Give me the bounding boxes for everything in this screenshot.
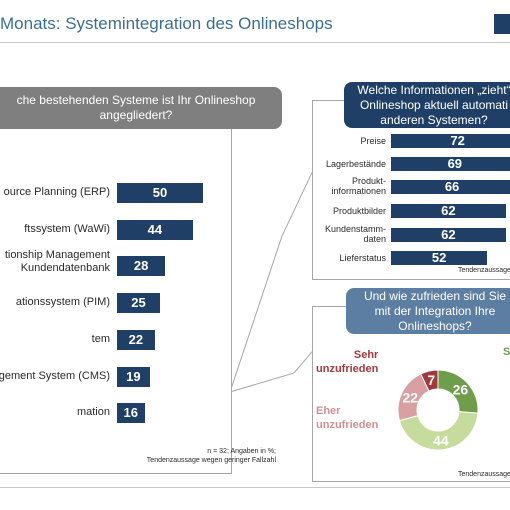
eher-label-line-1: Eher xyxy=(316,405,341,417)
title-divider xyxy=(0,42,510,43)
right-top-footnote: Tendenzaussage xyxy=(458,267,510,274)
right-bar-value: 62 xyxy=(441,227,456,242)
left-bar-label-line: mation xyxy=(76,406,110,418)
left-question-text: che bestehenden Systeme ist Ihr Onlinesh… xyxy=(16,93,256,122)
right-bar: 62 xyxy=(391,204,506,218)
right-bar-label-line: Lagerbestände xyxy=(325,159,386,169)
right-bar-label: Preise xyxy=(360,136,386,146)
logo-icon xyxy=(494,14,510,34)
left-bar: 19 xyxy=(117,367,150,387)
right-bar-value: 52 xyxy=(431,250,447,265)
left-bar: 16 xyxy=(117,403,145,423)
left-bar-value: 28 xyxy=(133,258,149,273)
left-bar-label: mation xyxy=(77,406,110,419)
right-bottom-footnote: Tendenzaussage xyxy=(458,471,510,478)
right-bottom-question-line-2: mit der Integration Ihre xyxy=(374,304,496,318)
right-bottom-question-bubble: Und wie zufrieden sind Sie mit der Integ… xyxy=(346,288,510,334)
left-bar: 25 xyxy=(117,293,160,313)
right-bar-label-line: Produktbilder xyxy=(332,206,386,216)
right-bar-value: 69 xyxy=(447,156,463,171)
left-footnote-line-2: Tendenzaussage wegen geringer Fallzahl xyxy=(146,457,276,464)
eher-unzufrieden-label: Eher unzufrieden xyxy=(316,404,378,432)
right-bar-value: 62 xyxy=(441,203,456,218)
right-bar-label: Kundenstamm-daten xyxy=(325,224,386,244)
right-bar: 72 xyxy=(391,134,510,148)
donut-slice-value: 22 xyxy=(402,389,418,405)
left-bar-label-line: gement System (CMS) xyxy=(0,370,110,382)
right-bar: 62 xyxy=(391,228,506,242)
left-bar-label: ationssystem (PIM) xyxy=(16,296,110,309)
sehr-unzufrieden-label: Sehr unzufrieden xyxy=(316,348,378,376)
right-bar: 66 xyxy=(391,180,510,194)
left-question-bubble: che bestehenden Systeme ist Ihr Onlinesh… xyxy=(0,87,282,129)
right-bar-value: 66 xyxy=(444,179,460,194)
right-bottom-question-line-1: Und wie zufrieden sind Sie xyxy=(363,289,507,303)
eher-label-line-2: unzufrieden xyxy=(316,419,379,431)
right-bar-label: Lagerbestände xyxy=(326,159,386,169)
right-bar-label-line: daten xyxy=(363,234,386,244)
right-bar-label-line: Produkt- xyxy=(351,176,386,186)
left-bar-value: 25 xyxy=(131,295,146,310)
right-bar: 69 xyxy=(391,157,510,171)
right-top-question-line-2: Onlineshop aktuell automati xyxy=(359,98,509,112)
left-bar: 28 xyxy=(117,256,166,276)
donut-slice-value: 7 xyxy=(427,372,435,388)
left-bar-label: gement System (CMS) xyxy=(0,370,110,383)
left-bar-label: ftssystem (WaWi) xyxy=(24,223,110,236)
left-bar-value: 50 xyxy=(152,185,168,200)
right-top-question-line-3: anderen Systemen? xyxy=(380,113,488,127)
bottom-divider xyxy=(0,487,510,488)
left-bar-label-line: Kundendatenbank xyxy=(20,262,110,274)
left-bar-label-line: ource Planning (ERP) xyxy=(3,186,110,198)
left-bar-label: tem xyxy=(92,333,110,346)
right-bar-label-line: Kundenstamm- xyxy=(324,224,386,234)
right-bar-label: Lieferstatus xyxy=(339,253,386,263)
left-bar: 44 xyxy=(117,220,193,240)
right-bar-label: Produktbilder xyxy=(333,206,386,216)
donut-slice-value: 44 xyxy=(433,432,449,448)
left-bar-value: 16 xyxy=(123,405,138,420)
left-chart-panel xyxy=(0,100,232,474)
left-bar-label-line: ationssystem (PIM) xyxy=(15,296,110,308)
right-bar-label-line: Preise xyxy=(360,136,386,146)
right-bar-label-line: Lieferstatus xyxy=(339,253,386,263)
left-bar: 50 xyxy=(117,183,203,203)
left-bar: 22 xyxy=(117,330,155,350)
right-bottom-question-line-3: Onlineshops? xyxy=(398,319,472,333)
page-title: Monats: Systemintegration des Onlineshop… xyxy=(0,14,333,33)
left-bar-value: 22 xyxy=(128,332,144,347)
left-bar-label: tionship Management Kundendatenbank xyxy=(5,249,110,275)
left-bar-value: 44 xyxy=(147,222,163,237)
sehr-label-line-1: Sehr xyxy=(353,349,379,361)
cut-label-s: S xyxy=(503,346,510,358)
right-top-question-bubble: Welche Informationen „zieht“ Onlineshop … xyxy=(344,82,510,128)
right-bar-label-line: informationen xyxy=(331,186,386,196)
left-footnote-line-1: n = 32; Angaben in %; xyxy=(207,448,276,455)
right-bar: 52 xyxy=(391,250,488,265)
donut-slice xyxy=(398,411,479,451)
left-bar-label: ource Planning (ERP) xyxy=(4,186,110,199)
right-bar-label: Produkt-informationen xyxy=(331,176,386,196)
left-footnote: n = 32; Angaben in %; Tendenzaussage weg… xyxy=(132,447,276,465)
right-top-question-line-1: Welche Informationen „zieht“ xyxy=(357,83,510,97)
sehr-label-line-2: unzufrieden xyxy=(316,363,379,375)
left-bar-value: 19 xyxy=(126,369,141,384)
left-bar-label-line: tem xyxy=(91,333,110,345)
donut-slice xyxy=(420,369,439,392)
donut-slice-value: 26 xyxy=(453,381,469,397)
right-bar-value: 72 xyxy=(450,133,465,148)
left-bar-label-line: tionship Management xyxy=(4,249,110,261)
left-bar-label-line: ftssystem (WaWi) xyxy=(24,223,110,235)
